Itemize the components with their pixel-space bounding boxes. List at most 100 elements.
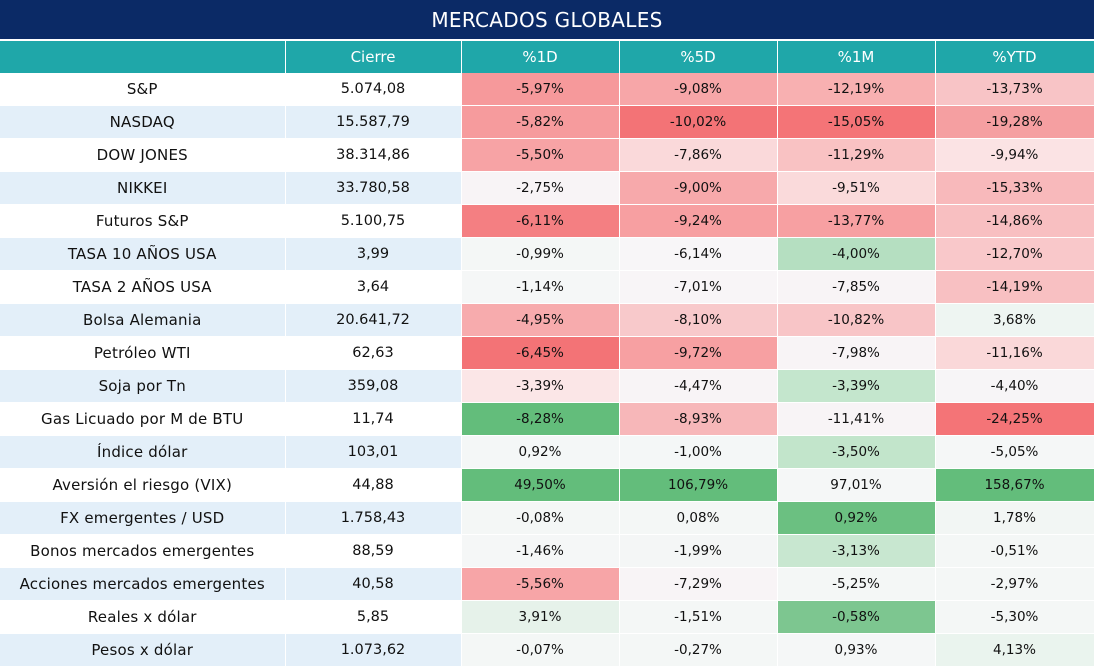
table-row: FX emergentes / USD 1.758,43 -0,08% 0,08% 0,… <box>0 501 1094 535</box>
table-row: Aversión el riesgo (VIX) 44,88 49,50% 106,7… <box>0 468 1094 502</box>
pct-1m-cell: -11,41% <box>777 402 936 436</box>
pct-1d-cell: 3,91% <box>461 600 620 634</box>
pct-1m-cell: -13,77% <box>777 204 936 238</box>
close-value-cell: 38.314,86 <box>285 138 462 172</box>
instrument-name-cell: Aversión el riesgo (VIX) <box>0 468 286 502</box>
instrument-name-cell: Reales x dólar <box>0 600 286 634</box>
close-value-cell: 103,01 <box>285 435 462 469</box>
table-row: Futuros S&P 5.100,75 -6,11% -9,24% -13,77% -1… <box>0 204 1094 238</box>
pct-1m-cell: -10,82% <box>777 303 936 337</box>
pct-5d-cell: -6,14% <box>619 237 778 271</box>
pct-1d-cell: -8,28% <box>461 402 620 436</box>
pct-5d-cell: -9,24% <box>619 204 778 238</box>
table-body: S&P 5.074,08 -5,97% -9,08% -12,19% -13,73% NAS… <box>0 73 1094 667</box>
table-row: Acciones mercados emergentes 40,58 -5,56% -… <box>0 567 1094 601</box>
pct-1d-cell: 0,92% <box>461 435 620 469</box>
close-value-cell: 5,85 <box>285 600 462 634</box>
markets-table: Cierre %1D %5D %1M %YTD S&P 5.074,08 -5,97… <box>0 41 1094 667</box>
instrument-name-cell: Soja por Tn <box>0 369 286 403</box>
pct-1d-cell: -1,14% <box>461 270 620 304</box>
pct-ytd-cell: -24,25% <box>935 402 1094 436</box>
pct-5d-cell: -7,29% <box>619 567 778 601</box>
instrument-name-cell: S&P <box>0 73 286 106</box>
table-row: Soja por Tn 359,08 -3,39% -4,47% -3,39% -4,40… <box>0 369 1094 403</box>
instrument-name-cell: FX emergentes / USD <box>0 501 286 535</box>
instrument-name-cell: Pesos x dólar <box>0 633 286 667</box>
close-value-cell: 3,64 <box>285 270 462 304</box>
pct-5d-cell: -8,93% <box>619 402 778 436</box>
close-value-cell: 40,58 <box>285 567 462 601</box>
pct-1d-cell: 49,50% <box>461 468 620 502</box>
pct-1d-cell: -5,56% <box>461 567 620 601</box>
pct-ytd-cell: -11,16% <box>935 336 1094 370</box>
header-5d: %5D <box>619 41 778 73</box>
header-ytd: %YTD <box>935 41 1094 73</box>
pct-5d-cell: -9,00% <box>619 171 778 205</box>
pct-5d-cell: 106,79% <box>619 468 778 502</box>
instrument-name-cell: Índice dólar <box>0 435 286 469</box>
table-row: NIKKEI 33.780,58 -2,75% -9,00% -9,51% -15,33% <box>0 171 1094 205</box>
pct-1m-cell: 0,93% <box>777 633 936 667</box>
header-close: Cierre <box>285 41 462 73</box>
pct-ytd-cell: -12,70% <box>935 237 1094 271</box>
pct-ytd-cell: -5,30% <box>935 600 1094 634</box>
table-row: Reales x dólar 5,85 3,91% -1,51% -0,58% -5,30… <box>0 600 1094 634</box>
pct-ytd-cell: 158,67% <box>935 468 1094 502</box>
instrument-name-cell: NASDAQ <box>0 105 286 139</box>
pct-1d-cell: -0,07% <box>461 633 620 667</box>
table-row: Pesos x dólar 1.073,62 -0,07% -0,27% 0,93% 4,… <box>0 633 1094 667</box>
close-value-cell: 3,99 <box>285 237 462 271</box>
pct-1m-cell: -3,39% <box>777 369 936 403</box>
pct-1d-cell: -6,45% <box>461 336 620 370</box>
pct-ytd-cell: -0,51% <box>935 534 1094 568</box>
pct-ytd-cell: -2,97% <box>935 567 1094 601</box>
header-row: Cierre %1D %5D %1M %YTD <box>0 41 1094 73</box>
pct-1m-cell: 0,92% <box>777 501 936 535</box>
pct-1d-cell: -6,11% <box>461 204 620 238</box>
pct-5d-cell: -0,27% <box>619 633 778 667</box>
pct-ytd-cell: -4,40% <box>935 369 1094 403</box>
close-value-cell: 5.100,75 <box>285 204 462 238</box>
instrument-name-cell: TASA 10 AÑOS USA <box>0 237 286 271</box>
table-row: NASDAQ 15.587,79 -5,82% -10,02% -15,05% -19,2… <box>0 105 1094 139</box>
pct-5d-cell: -8,10% <box>619 303 778 337</box>
instrument-name-cell: Petróleo WTI <box>0 336 286 370</box>
pct-ytd-cell: 1,78% <box>935 501 1094 535</box>
pct-5d-cell: 0,08% <box>619 501 778 535</box>
pct-ytd-cell: 4,13% <box>935 633 1094 667</box>
close-value-cell: 33.780,58 <box>285 171 462 205</box>
close-value-cell: 44,88 <box>285 468 462 502</box>
pct-5d-cell: -7,86% <box>619 138 778 172</box>
pct-1m-cell: -4,00% <box>777 237 936 271</box>
close-value-cell: 88,59 <box>285 534 462 568</box>
pct-1m-cell: 97,01% <box>777 468 936 502</box>
pct-ytd-cell: -9,94% <box>935 138 1094 172</box>
header-instrument <box>0 41 286 73</box>
instrument-name-cell: Bolsa Alemania <box>0 303 286 337</box>
close-value-cell: 20.641,72 <box>285 303 462 337</box>
pct-5d-cell: -1,00% <box>619 435 778 469</box>
table-row: Gas Licuado por M de BTU 11,74 -8,28% -8,93… <box>0 402 1094 436</box>
pct-1m-cell: -12,19% <box>777 73 936 106</box>
table-row: DOW JONES 38.314,86 -5,50% -7,86% -11,29% -9,… <box>0 138 1094 172</box>
pct-1d-cell: -5,82% <box>461 105 620 139</box>
pct-1d-cell: -3,39% <box>461 369 620 403</box>
pct-ytd-cell: -13,73% <box>935 73 1094 106</box>
pct-1d-cell: -1,46% <box>461 534 620 568</box>
pct-1m-cell: -5,25% <box>777 567 936 601</box>
pct-1d-cell: -4,95% <box>461 303 620 337</box>
pct-1d-cell: -5,50% <box>461 138 620 172</box>
pct-1m-cell: -0,58% <box>777 600 936 634</box>
header-1m: %1M <box>777 41 936 73</box>
header-1d: %1D <box>461 41 620 73</box>
pct-1m-cell: -9,51% <box>777 171 936 205</box>
instrument-name-cell: Acciones mercados emergentes <box>0 567 286 601</box>
instrument-name-cell: DOW JONES <box>0 138 286 172</box>
pct-1d-cell: -5,97% <box>461 73 620 106</box>
instrument-name-cell: TASA 2 AÑOS USA <box>0 270 286 304</box>
pct-ytd-cell: -14,86% <box>935 204 1094 238</box>
table-row: TASA 2 AÑOS USA 3,64 -1,14% -7,01% -7,85% -14… <box>0 270 1094 304</box>
close-value-cell: 62,63 <box>285 336 462 370</box>
pct-5d-cell: -10,02% <box>619 105 778 139</box>
